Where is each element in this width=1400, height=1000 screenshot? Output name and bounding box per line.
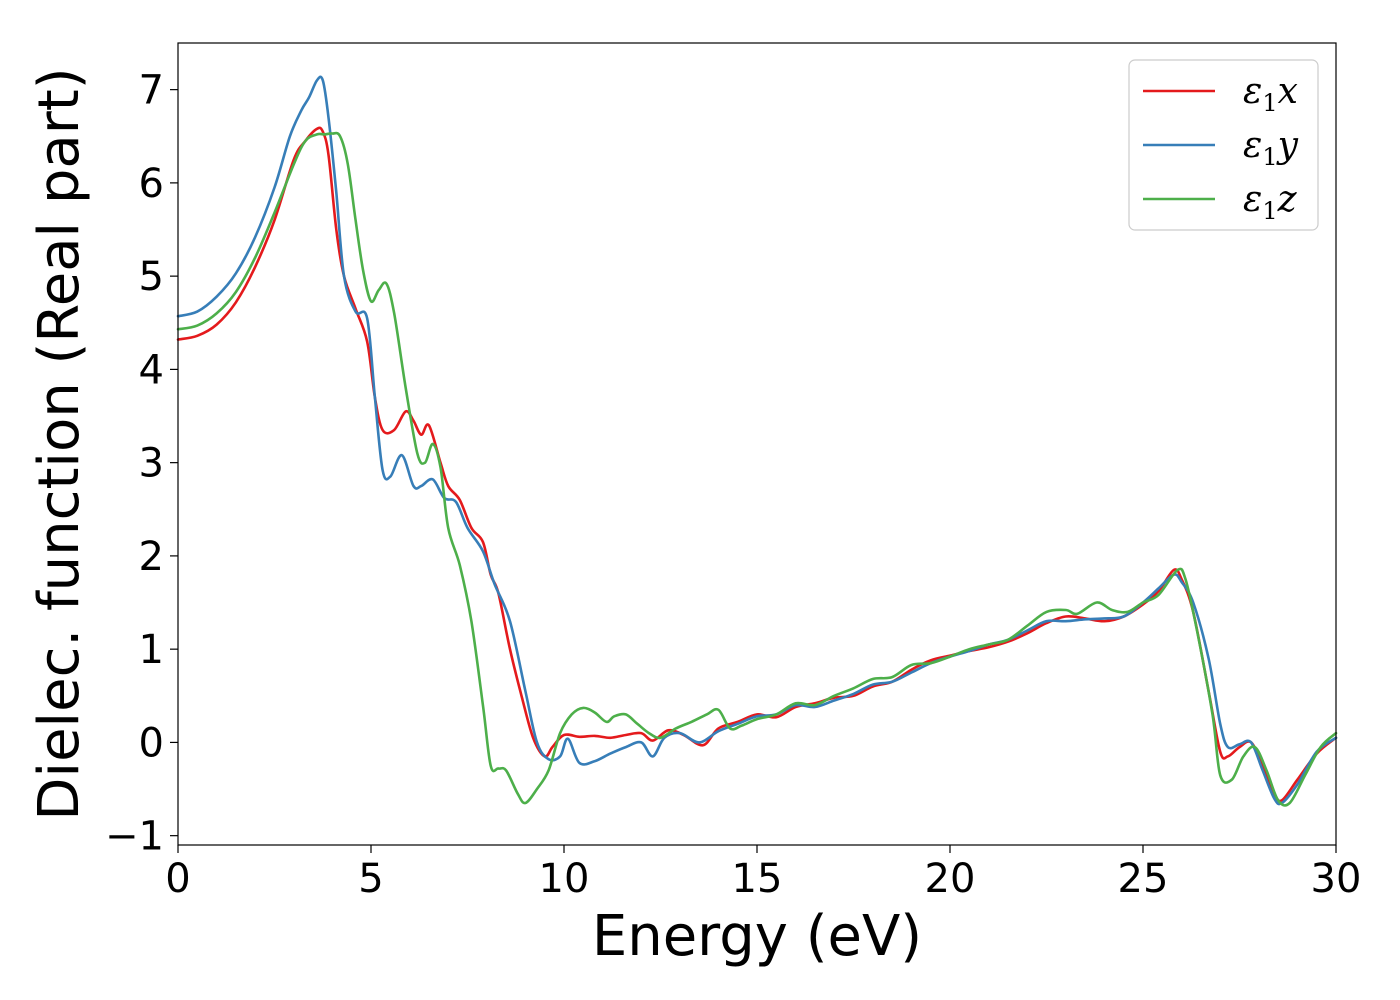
- legend-label: ε1y: [1243, 125, 1299, 171]
- legend-item-x: ε1x: [1143, 71, 1298, 117]
- y-tick-label: 4: [139, 347, 164, 393]
- y-tick-label: 7: [139, 68, 164, 114]
- y-tick-label: 0: [139, 720, 164, 766]
- legend-item-y: ε1y: [1143, 125, 1299, 171]
- y-tick-label: 3: [139, 441, 164, 487]
- y-axis-title: Dielec. function (Real part): [27, 67, 92, 820]
- x-tick-label: 5: [358, 856, 383, 902]
- x-tick-label: 10: [539, 856, 590, 902]
- x-tick-label: 20: [925, 856, 976, 902]
- legend-box: [1128, 59, 1319, 231]
- y-tick-label: 5: [139, 254, 164, 300]
- legend-label: ε1x: [1243, 71, 1298, 117]
- x-tick-label: 15: [732, 856, 783, 902]
- series-layer: [176, 75, 1338, 807]
- series-line-y: [176, 75, 1338, 806]
- y-tick-label: 1: [139, 627, 164, 673]
- series-line-x: [176, 126, 1338, 803]
- x-tick-label: 25: [1118, 856, 1169, 902]
- legend: ε1x ε1y ε1z: [1128, 59, 1319, 231]
- y-tick-label: 2: [139, 534, 164, 580]
- legend-item-z: ε1z: [1143, 179, 1298, 225]
- y-tick-label: −1: [105, 814, 164, 860]
- series-line-z: [176, 131, 1338, 807]
- x-tick-label: 30: [1311, 856, 1362, 902]
- x-axis: 0 5 10 15 20 25 30: [165, 845, 1361, 902]
- y-axis: −1 0 1 2 3 4 5 6 7: [105, 68, 178, 860]
- x-tick-label: 0: [165, 856, 190, 902]
- legend-label: ε1z: [1243, 179, 1298, 225]
- y-tick-label: 6: [139, 161, 164, 207]
- x-axis-title: Energy (eV): [592, 904, 922, 969]
